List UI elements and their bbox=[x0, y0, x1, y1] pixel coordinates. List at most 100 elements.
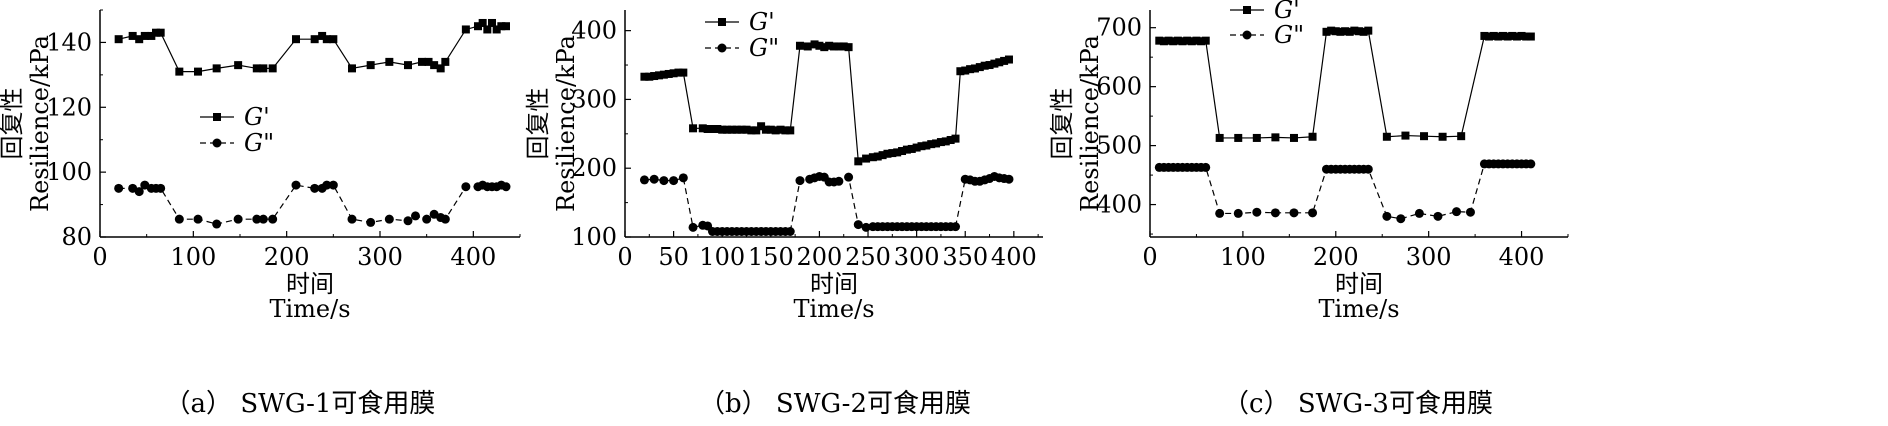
data-point bbox=[1503, 32, 1512, 41]
data-point bbox=[1215, 133, 1224, 142]
data-point bbox=[1457, 132, 1466, 141]
data-point bbox=[1233, 208, 1243, 218]
data-point bbox=[917, 142, 926, 151]
x-tick-label: 400 bbox=[1499, 243, 1545, 271]
legend-entry-2: G" bbox=[705, 34, 779, 62]
x-tick-label: 100 bbox=[170, 243, 216, 271]
y-tick-label: 120 bbox=[46, 93, 92, 121]
x-tick-label: 350 bbox=[942, 243, 988, 271]
y-axis-label-en: Resilience/kPa bbox=[26, 35, 54, 212]
data-point bbox=[1382, 132, 1391, 141]
data-point bbox=[873, 152, 882, 161]
chart-panel-2: 0 50 100 150 200 250 300 350 400100200300400时间Ti… bbox=[524, 8, 1043, 419]
data-point bbox=[174, 214, 184, 224]
data-point bbox=[1159, 37, 1168, 46]
data-point bbox=[771, 126, 780, 135]
data-point bbox=[650, 72, 659, 81]
data-point bbox=[883, 149, 892, 158]
data-point bbox=[1155, 36, 1164, 45]
data-point bbox=[1341, 27, 1350, 36]
legend-label: G" bbox=[749, 34, 779, 62]
data-point bbox=[114, 183, 124, 193]
data-point bbox=[640, 72, 649, 81]
data-point bbox=[689, 124, 698, 133]
y-tick-label: 100 bbox=[571, 223, 617, 251]
data-point bbox=[1414, 208, 1424, 218]
data-point bbox=[922, 141, 931, 150]
y-tick-label: 100 bbox=[46, 158, 92, 186]
y-tick-label: 400 bbox=[571, 17, 617, 45]
data-point bbox=[664, 69, 673, 78]
data-point bbox=[212, 219, 222, 229]
data-point bbox=[1308, 132, 1317, 141]
data-point bbox=[898, 147, 907, 156]
data-point bbox=[893, 148, 902, 157]
data-point bbox=[322, 180, 332, 190]
data-point bbox=[854, 157, 863, 166]
data-point bbox=[985, 61, 994, 70]
legend-label: G' bbox=[749, 8, 775, 36]
data-point bbox=[147, 31, 156, 40]
x-tick-label: 300 bbox=[357, 243, 403, 271]
data-point bbox=[723, 125, 732, 134]
data-point bbox=[1178, 37, 1187, 46]
data-point bbox=[766, 125, 775, 134]
data-point bbox=[853, 220, 863, 230]
data-point bbox=[1485, 32, 1494, 41]
x-tick-label: 250 bbox=[845, 243, 891, 271]
data-point bbox=[502, 22, 510, 31]
data-point bbox=[461, 182, 471, 192]
data-point bbox=[1498, 31, 1507, 40]
data-point bbox=[461, 25, 470, 34]
data-point bbox=[474, 22, 482, 31]
data-point bbox=[1526, 159, 1536, 169]
x-tick-label: 0 bbox=[1142, 243, 1157, 271]
data-point bbox=[384, 214, 394, 224]
data-point bbox=[1512, 32, 1521, 41]
data-point bbox=[951, 134, 960, 143]
data-point bbox=[1201, 36, 1210, 45]
data-point bbox=[1452, 207, 1462, 217]
data-point bbox=[212, 64, 221, 73]
data-point bbox=[844, 43, 853, 52]
y-axis-label-cn: 回复性 bbox=[0, 88, 26, 160]
data-point bbox=[752, 126, 761, 135]
data-point bbox=[888, 149, 897, 158]
data-point bbox=[233, 214, 243, 224]
legend-marker bbox=[1242, 30, 1252, 40]
data-point bbox=[422, 214, 432, 224]
data-point bbox=[727, 125, 736, 134]
legend-marker bbox=[213, 113, 221, 121]
data-point bbox=[761, 125, 770, 134]
data-point bbox=[1526, 32, 1535, 41]
x-tick-label: 150 bbox=[748, 243, 794, 271]
data-point bbox=[410, 211, 420, 221]
x-axis-label-en: Time/s bbox=[269, 295, 350, 323]
data-point bbox=[669, 176, 679, 186]
data-point bbox=[430, 61, 439, 70]
data-point bbox=[318, 31, 327, 40]
data-point bbox=[834, 176, 844, 186]
data-point bbox=[810, 40, 819, 49]
data-point bbox=[1289, 133, 1298, 142]
data-point bbox=[1359, 27, 1368, 36]
data-point bbox=[946, 136, 955, 145]
data-point bbox=[1234, 133, 1243, 142]
data-point bbox=[1173, 36, 1182, 45]
data-point bbox=[956, 67, 965, 76]
x-tick-label: 200 bbox=[264, 243, 310, 271]
x-tick-label: 0 bbox=[617, 243, 632, 271]
data-point bbox=[1363, 164, 1373, 174]
data-point bbox=[366, 217, 376, 227]
data-point bbox=[1215, 208, 1225, 218]
x-axis-label-cn: 时间 bbox=[810, 270, 858, 298]
data-point bbox=[424, 57, 433, 66]
data-point bbox=[1289, 208, 1299, 218]
data-point bbox=[713, 125, 722, 134]
data-point bbox=[1004, 55, 1013, 64]
legend-label: G" bbox=[1274, 21, 1304, 49]
data-point bbox=[135, 35, 144, 44]
data-point bbox=[785, 226, 795, 236]
legend-label: G" bbox=[244, 129, 274, 157]
